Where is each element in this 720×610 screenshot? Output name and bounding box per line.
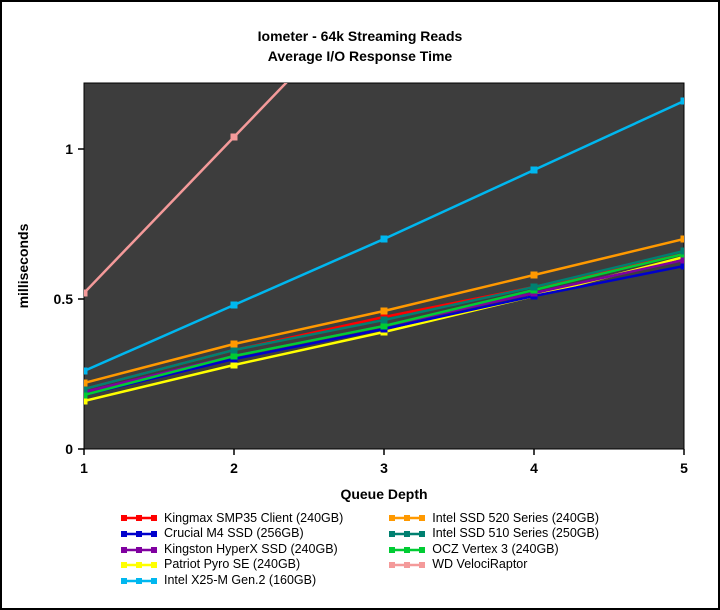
legend-item: WD VelociRaptor <box>389 557 599 573</box>
series-marker-intel-x25-m-gen-2-160gb <box>530 166 538 174</box>
legend-item: Patriot Pyro SE (240GB) <box>121 557 343 573</box>
chart-legend: Kingmax SMP35 Client (240GB) Crucial M4 S… <box>2 511 718 589</box>
chart-canvas: 0 0.5 1 1 2 3 4 5 Queue Depth milliseconds <box>15 82 688 502</box>
x-tick-label: 1 <box>80 460 88 476</box>
legend-column: Intel SSD 520 Series (240GB) Intel SSD 51… <box>389 511 599 589</box>
legend-label: Intel X25-M Gen.2 (160GB) <box>164 573 317 588</box>
legend-swatch-icon <box>389 546 426 553</box>
y-axis-label: milliseconds <box>15 223 31 308</box>
legend-label: Patriot Pyro SE (240GB) <box>164 557 301 572</box>
series-marker-wd-velociraptor <box>84 289 88 297</box>
legend-swatch-icon <box>121 515 157 522</box>
chart-title: Iometer - 64k Streaming Reads Average I/… <box>2 2 718 67</box>
y-tick-label: 0 <box>65 441 73 457</box>
series-marker-intel-ssd-520-series-240gb <box>380 307 388 315</box>
legend-label: Crucial M4 SSD (256GB) <box>164 526 304 541</box>
legend-item: Kingmax SMP35 Client (240GB) <box>121 511 343 527</box>
series-marker-intel-ssd-510-series-250gb <box>530 283 538 291</box>
legend-item: Intel SSD 510 Series (250GB) <box>389 526 599 542</box>
series-line-wd-velociraptor <box>84 82 288 294</box>
legend-item: Crucial M4 SSD (256GB) <box>121 526 343 542</box>
series-marker-intel-x25-m-gen-2-160gb <box>380 235 388 243</box>
legend-label: WD VelociRaptor <box>432 557 528 572</box>
y-tick-label: 1 <box>65 141 73 157</box>
plot-area <box>83 82 685 450</box>
legend-item: OCZ Vertex 3 (240GB) <box>389 542 599 558</box>
series-marker-kingston-hyperx-ssd-240gb <box>680 256 684 264</box>
legend-swatch-icon <box>389 562 426 569</box>
legend-item: Intel SSD 520 Series (240GB) <box>389 511 599 527</box>
legend-label: Intel SSD 510 Series (250GB) <box>432 526 599 541</box>
series-marker-intel-ssd-520-series-240gb <box>230 340 238 348</box>
series-marker-crucial-m4-ssd-256gb <box>680 262 684 270</box>
legend-swatch-icon <box>389 515 426 522</box>
x-tick-label: 2 <box>230 460 238 476</box>
series-marker-ocz-vertex-3-240gb <box>84 391 88 399</box>
x-axis-label: Queue Depth <box>340 486 427 502</box>
legend-column: Kingmax SMP35 Client (240GB) Crucial M4 S… <box>121 511 343 589</box>
series-marker-intel-x25-m-gen-2-160gb <box>230 301 238 309</box>
series-marker-intel-x25-m-gen-2-160gb <box>680 97 684 105</box>
series-marker-ocz-vertex-3-240gb <box>230 352 238 360</box>
series-marker-intel-x25-m-gen-2-160gb <box>84 367 88 375</box>
x-tick-label: 4 <box>530 460 538 476</box>
series-marker-ocz-vertex-3-240gb <box>380 322 388 330</box>
legend-swatch-icon <box>389 531 426 538</box>
legend-swatch-icon <box>121 577 157 584</box>
legend-swatch-icon <box>121 546 157 553</box>
legend-label: OCZ Vertex 3 (240GB) <box>432 541 559 556</box>
series-marker-patriot-pyro-se-240gb <box>230 361 238 369</box>
x-tick-label: 5 <box>680 460 688 476</box>
series-marker-intel-ssd-510-series-250gb <box>84 385 88 393</box>
line-chart: 0 0.5 1 1 2 3 4 5 Queue Depth milliseconds <box>2 77 718 507</box>
legend-label: Intel SSD 520 Series (240GB) <box>432 510 599 525</box>
series-marker-intel-ssd-510-series-250gb <box>230 346 238 354</box>
legend-item: Intel X25-M Gen.2 (160GB) <box>121 573 343 589</box>
legend-label: Kingston HyperX SSD (240GB) <box>164 541 338 556</box>
y-tick-label: 0.5 <box>54 291 74 307</box>
legend-swatch-icon <box>121 531 157 538</box>
series-marker-intel-ssd-520-series-240gb <box>680 235 684 243</box>
series-marker-intel-ssd-520-series-240gb <box>84 379 88 387</box>
legend-item: Kingston HyperX SSD (240GB) <box>121 542 343 558</box>
chart-title-line2: Average I/O Response Time <box>267 48 453 65</box>
series-marker-intel-ssd-510-series-250gb <box>380 316 388 324</box>
x-tick-label: 3 <box>380 460 388 476</box>
series-marker-intel-ssd-510-series-250gb <box>680 247 684 255</box>
legend-swatch-icon <box>121 562 157 569</box>
series-marker-wd-velociraptor <box>230 133 238 141</box>
series-marker-intel-ssd-520-series-240gb <box>530 271 538 279</box>
series-marker-patriot-pyro-se-240gb <box>84 397 88 405</box>
chart-title-line1: Iometer - 64k Streaming Reads <box>257 28 463 44</box>
legend-label: Kingmax SMP35 Client (240GB) <box>164 510 344 525</box>
